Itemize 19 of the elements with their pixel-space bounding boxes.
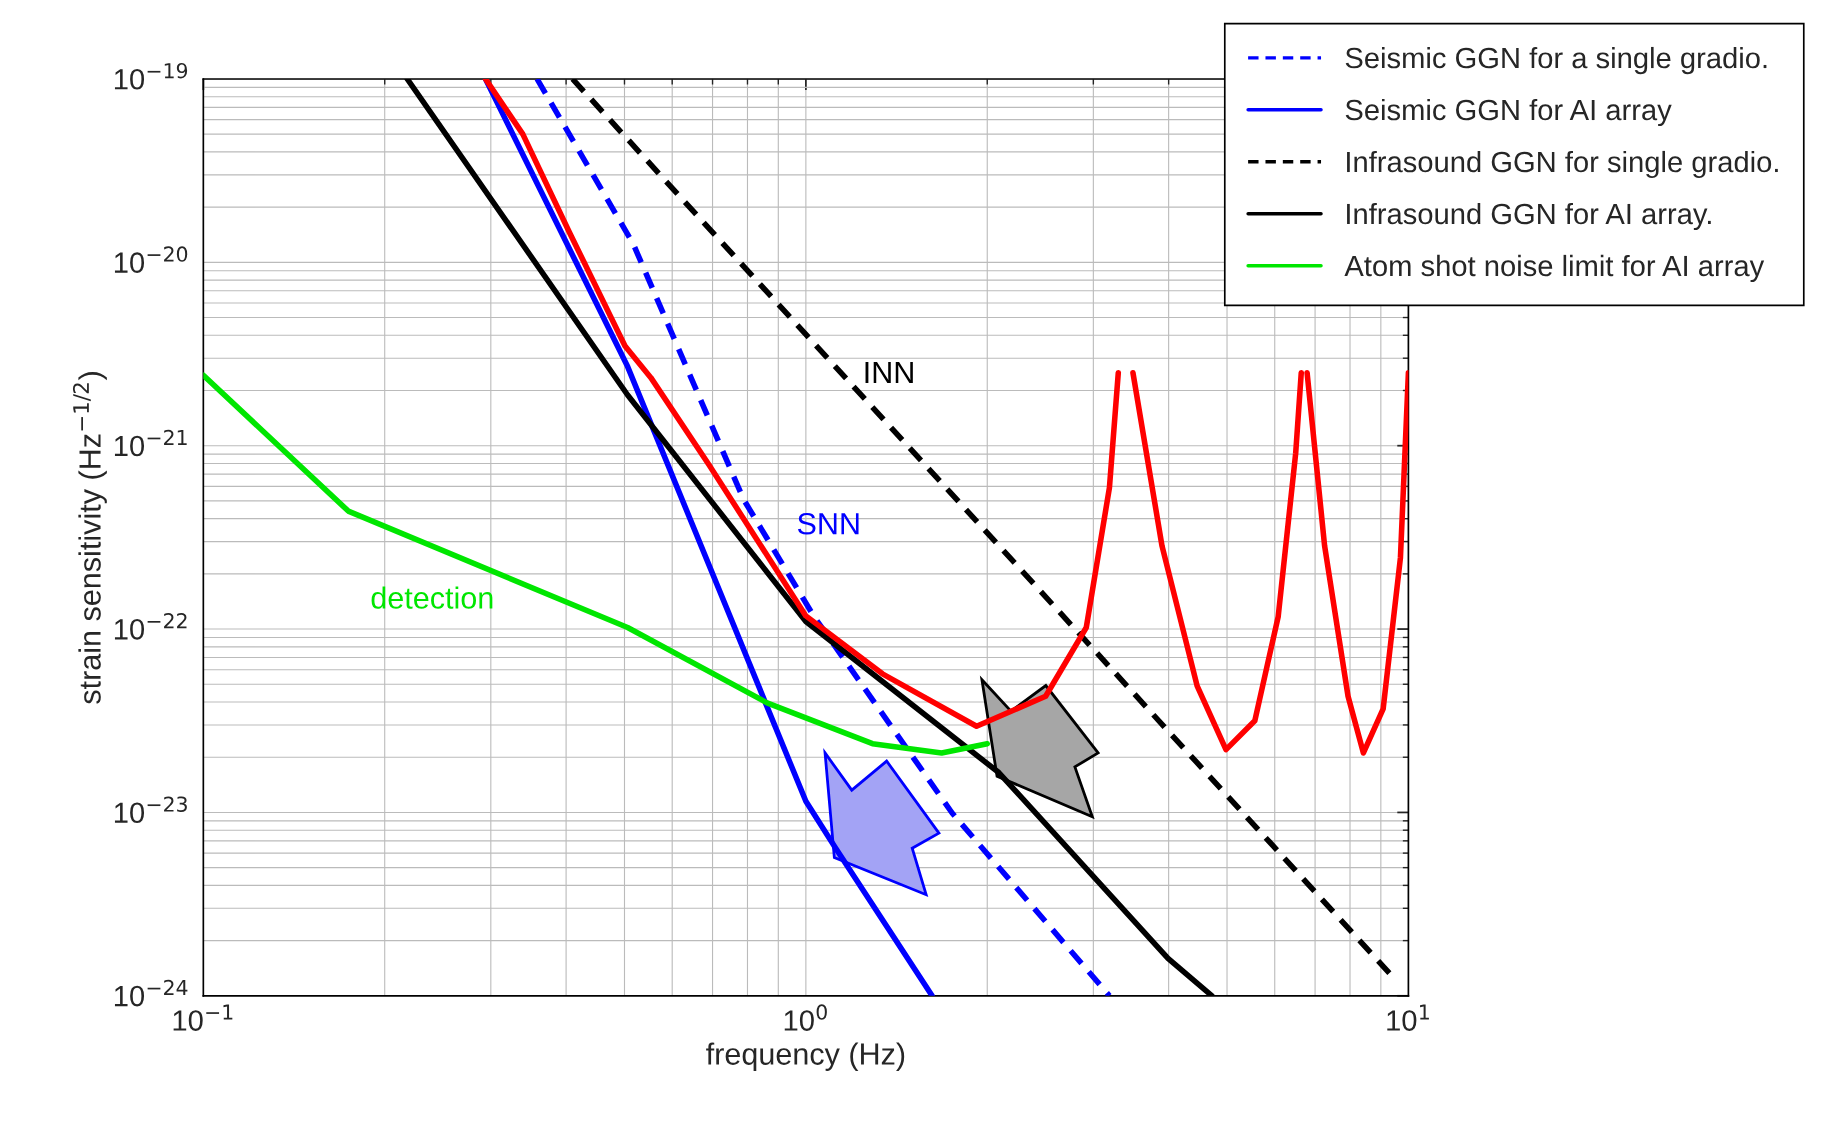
annotation: INN [865, 361, 913, 383]
y-tick-label: 10$^{−20}$ [114, 246, 188, 273]
legend-label: Seismic GGN for AI array [1345, 98, 1672, 127]
x-axis-title: frequency (Hz) [706, 1042, 905, 1071]
y-tick-label: 10$^{−24}$ [114, 979, 188, 1007]
y-tick-label: 10$^{−19}$ [114, 62, 188, 90]
y-tick-label: 10$^{−22}$ [114, 613, 187, 640]
x-tick-label: 10$^{0}$ [784, 1004, 827, 1031]
legend-label: Atom shot noise limit for AI array [1344, 254, 1765, 283]
annotation: detection [371, 586, 493, 609]
legend-label: Infrasound GGN for single gradio. [1347, 150, 1778, 179]
annotation: SNN [797, 512, 859, 535]
x-tick-label: 10$^{1}$ [1387, 1004, 1429, 1031]
y-axis-title: strain sensitivity (Hz$^{−1/2}$) [72, 372, 107, 704]
legend-label: Seismic GGN for a single gradio. [1345, 46, 1767, 75]
y-tick-label: 10$^{−23}$ [114, 796, 187, 824]
x-tick-label: 10$^{−1}$ [173, 1004, 233, 1031]
y-tick-label: 10$^{−21}$ [114, 429, 187, 457]
legend-label: Infrasound GGN for AI array. [1347, 202, 1711, 231]
